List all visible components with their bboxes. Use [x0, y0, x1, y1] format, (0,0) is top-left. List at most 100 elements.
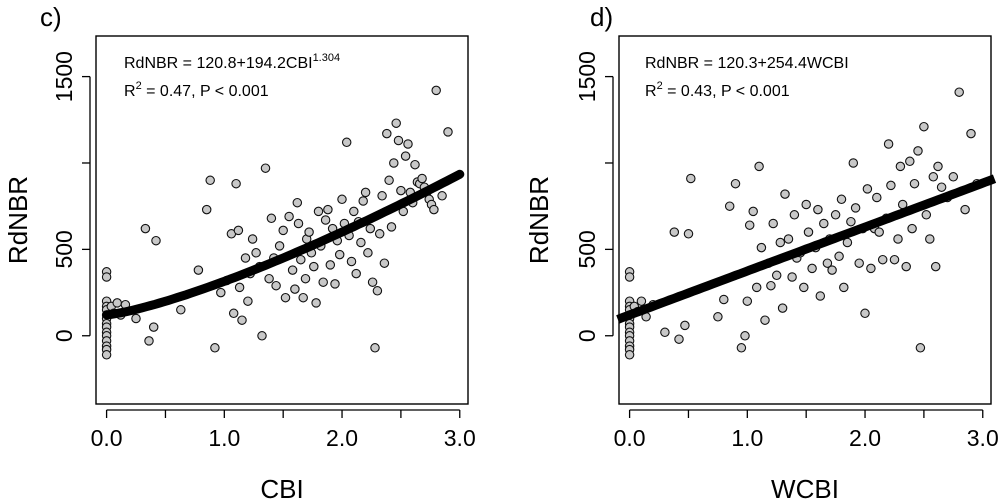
data-point: [913, 146, 923, 156]
data-point: [144, 336, 154, 346]
data-point: [724, 201, 735, 211]
data-point: [429, 204, 439, 215]
data-point: [101, 350, 112, 360]
x-tick-label: 3.0: [967, 425, 999, 451]
data-point: [960, 204, 970, 215]
x-tick-label: 1.0: [208, 425, 240, 451]
data-point: [148, 322, 159, 332]
data-point: [140, 223, 151, 234]
data-point: [862, 184, 873, 194]
data-point: [719, 294, 729, 305]
data-point: [636, 296, 647, 306]
data-point: [240, 253, 251, 263]
data-point: [740, 331, 750, 341]
data-point: [274, 241, 285, 251]
data-point: [346, 256, 357, 267]
data-point: [895, 161, 906, 172]
data-point: [370, 343, 380, 353]
data-point: [101, 272, 112, 282]
data-point: [287, 265, 298, 275]
data-point: [674, 334, 684, 344]
data-point: [216, 287, 226, 298]
data-point: [309, 261, 319, 272]
data-point: [766, 280, 776, 291]
data-point: [151, 235, 161, 246]
data-point: [205, 175, 215, 186]
data-point: [768, 218, 778, 229]
data-point: [799, 282, 809, 293]
data-point: [300, 273, 311, 284]
data-point: [210, 343, 220, 353]
data-point: [320, 215, 331, 225]
data-point: [284, 211, 294, 222]
data-point: [954, 87, 964, 97]
data-point: [382, 128, 392, 139]
data-point: [783, 234, 794, 244]
x-axis-label-d: WCBI: [771, 474, 839, 504]
data-point: [296, 254, 306, 265]
data-point: [928, 172, 939, 182]
y-tick-label: 500: [574, 230, 600, 268]
data-point: [379, 258, 390, 268]
data-point: [751, 282, 762, 293]
data-point: [624, 350, 635, 360]
data-point: [304, 227, 314, 237]
data-point: [803, 227, 814, 237]
data-point: [866, 263, 876, 274]
data-point: [760, 315, 770, 325]
data-point: [756, 242, 767, 253]
stats-d-sup: 2: [657, 80, 663, 92]
stats-d: R2 = 0.43, P < 0.001: [645, 80, 790, 100]
y-tick-label: 0: [51, 329, 77, 342]
data-point: [680, 320, 690, 331]
plot-frame-d: [618, 35, 992, 405]
data-point: [377, 191, 387, 201]
data-point: [112, 298, 122, 308]
data-point: [771, 270, 782, 281]
data-point: [201, 204, 212, 215]
data-point: [683, 229, 694, 239]
data-point: [234, 282, 245, 293]
y-tick-label: 0: [574, 329, 600, 342]
data-point: [669, 227, 680, 237]
data-point: [836, 194, 847, 205]
data-point: [893, 234, 903, 244]
equation-c: RdNBR = 120.8+194.2CBI1.304: [124, 52, 340, 72]
panel-label-d: d): [590, 2, 613, 32]
data-point: [271, 280, 281, 291]
equation-c-exponent: 1.304: [313, 52, 341, 64]
y-axis-label-c: RdNBR: [3, 176, 33, 264]
data-point: [374, 229, 385, 239]
data-point: [839, 282, 849, 293]
data-point: [789, 210, 800, 220]
stats-c: R2 = 0.47, P < 0.001: [124, 80, 269, 100]
x-tick-label: 0.0: [91, 425, 123, 451]
data-point: [848, 158, 859, 168]
data-point: [337, 194, 347, 205]
x-tick-label: 1.0: [731, 425, 763, 451]
equation-d-main: RdNBR = 120.3+254.4WCBI: [645, 55, 849, 72]
data-point: [846, 216, 856, 227]
data-point: [278, 225, 288, 236]
data-point: [391, 118, 401, 128]
data-point: [280, 292, 291, 303]
data-point: [260, 163, 271, 173]
y-tick-label: 1500: [574, 51, 600, 102]
data-point: [874, 227, 884, 237]
data-point: [801, 199, 811, 210]
data-point: [292, 197, 303, 208]
data-point: [889, 254, 900, 265]
data-point: [176, 305, 186, 315]
data-point: [193, 265, 204, 275]
data-point: [736, 343, 747, 353]
data-point: [251, 248, 261, 258]
points-d: [624, 87, 982, 360]
panel-d: d) RdNBR = 120.3+254.4WCBI R2 = 0.43, P …: [524, 2, 999, 504]
data-point: [365, 223, 376, 234]
data-point: [384, 175, 394, 186]
stats-d-rest: = 0.43, P < 0.001: [663, 83, 790, 100]
data-point: [886, 180, 896, 191]
x-tick-label: 0.0: [614, 425, 646, 451]
data-point: [850, 203, 861, 213]
